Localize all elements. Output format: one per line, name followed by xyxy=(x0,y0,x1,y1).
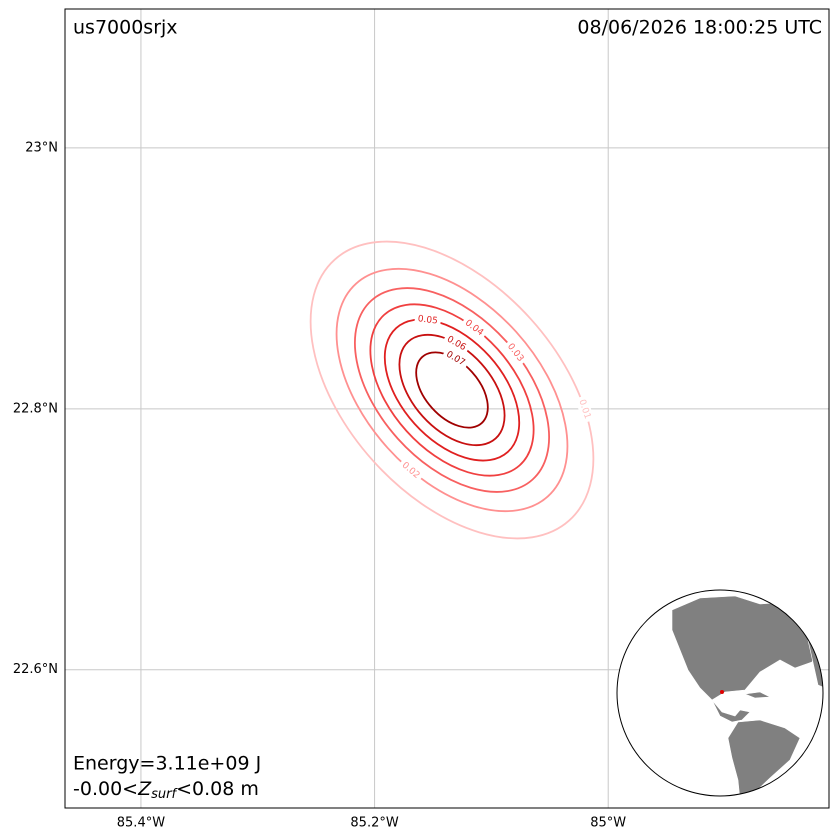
land-central-america xyxy=(711,699,751,723)
contour-label-bg xyxy=(397,457,425,484)
globe-inset xyxy=(616,589,824,797)
contour-line xyxy=(398,333,506,447)
y-tick-label: 22.6°N xyxy=(13,662,58,677)
z-symbol: Z xyxy=(137,778,152,800)
globe-outline xyxy=(616,589,824,797)
energy: Energy=3.11e+09 J xyxy=(73,753,261,775)
contour-line xyxy=(369,303,535,477)
z-subscript: surf xyxy=(151,787,178,802)
contour-label-bg xyxy=(460,315,489,341)
contour-label-bg xyxy=(414,312,442,328)
event-id: us7000srjx xyxy=(73,17,178,39)
x-tick-label: 85.2°W xyxy=(350,816,398,831)
contour-line xyxy=(383,318,521,462)
contour-label-bg xyxy=(502,338,529,367)
contour-line xyxy=(335,267,569,513)
land-north-america xyxy=(671,595,823,701)
plot-frame xyxy=(64,8,830,809)
contour-line xyxy=(309,240,595,540)
z-range: -0.00<Zsurf<0.08 m xyxy=(73,778,259,802)
contour-line xyxy=(354,287,550,493)
contour-label-bg xyxy=(442,331,471,356)
contour-label: 0.05 xyxy=(417,314,438,326)
z-upper: <0.08 m xyxy=(176,778,259,800)
contour-line xyxy=(415,351,489,429)
contour-label-bg xyxy=(574,394,595,424)
y-tick-label: 23°N xyxy=(25,140,58,155)
y-tick-label: 22.8°N xyxy=(13,401,58,416)
z-lower: -0.00< xyxy=(73,778,138,800)
x-tick-label: 85.4°W xyxy=(117,816,165,831)
x-tick-label: 85°W xyxy=(590,816,626,831)
contour-label-bg xyxy=(441,346,470,371)
event-location xyxy=(720,690,724,694)
land-south-america xyxy=(727,719,801,796)
land-caribbean xyxy=(743,691,772,699)
timestamp: 08/06/2026 18:00:25 UTC xyxy=(577,17,822,39)
